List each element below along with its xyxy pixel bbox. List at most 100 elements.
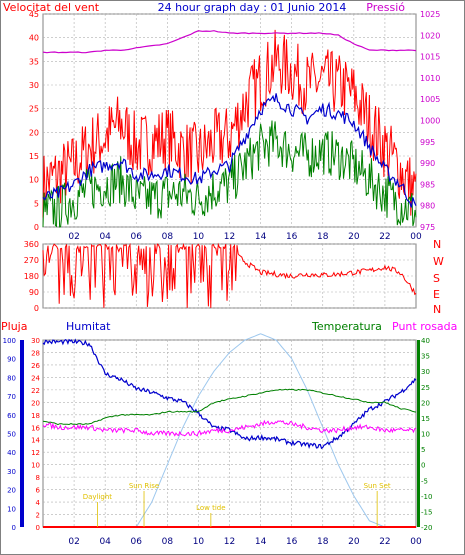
temperature-tick-label: -15 (421, 508, 432, 516)
hour-tick-label: 14 (255, 232, 267, 242)
temperature-tick-label: 5 (421, 446, 425, 454)
humidity-tick-label: 20 (7, 487, 16, 495)
hour-tick-label: 20 (348, 537, 360, 547)
hour-tick-label: 18 (317, 232, 329, 242)
hour-tick-label: 08 (162, 537, 174, 547)
wind-gust-line (42, 29, 417, 218)
humidity-tick-label: 70 (7, 393, 16, 401)
direction-tick-label: 360 (24, 240, 39, 249)
pressure-tick-label: 1025 (420, 10, 440, 19)
hour-tick-label: 04 (99, 537, 111, 547)
wind-tick-label: 40 (29, 34, 39, 43)
hour-tick-label: 18 (317, 537, 329, 547)
rain-tick-label: 24 (31, 374, 40, 382)
humidity-tick-label: 40 (7, 449, 16, 457)
rain-tick-label: 4 (36, 499, 41, 507)
pressure-tick-label: 995 (420, 138, 435, 147)
hour-tick-label: 16 (286, 537, 298, 547)
temperature-tick-label: 30 (421, 368, 430, 376)
pressure-tick-label: 1015 (420, 53, 440, 62)
hour-tick-label: 00 (410, 537, 422, 547)
direction-tick-label: 180 (24, 272, 39, 281)
wind-tick-label: 20 (29, 128, 39, 137)
humidity-tick-label: 0 (12, 524, 16, 532)
compass-label: N (433, 238, 441, 251)
hour-tick-label: 12 (224, 537, 235, 547)
rain-tick-label: 8 (36, 474, 40, 482)
rain-label: Pluja (1, 320, 27, 333)
temperature-axis-bar (417, 340, 420, 527)
humidity-tick-label: 10 (7, 505, 16, 513)
temperature-tick-label: 20 (421, 399, 430, 407)
dewpoint-line (42, 419, 417, 437)
wind-speed-line (42, 93, 417, 208)
rain-tick-label: 28 (31, 349, 40, 357)
wind-tick-label: 5 (34, 199, 39, 208)
pressure-axis-label: Pressió (366, 1, 405, 14)
hour-tick-label: 04 (99, 232, 111, 242)
hour-tick-label: 06 (131, 537, 143, 547)
hour-tick-label: 12 (224, 232, 235, 242)
temperature-tick-label: 10 (421, 431, 430, 439)
hour-tick-label: 10 (193, 537, 205, 547)
pressure-tick-label: 1010 (420, 74, 440, 83)
humidity-tick-label: 80 (7, 374, 16, 382)
hour-tick-label: 22 (379, 232, 390, 242)
hour-tick-label: 20 (348, 232, 360, 242)
rain-tick-label: 14 (31, 437, 40, 445)
compass-label: N (433, 303, 441, 316)
pressure-line (42, 30, 417, 54)
wind-tick-label: 45 (29, 10, 39, 19)
pressure-tick-label: 1005 (420, 95, 440, 104)
pressure-tick-label: 975 (420, 223, 435, 232)
humidity-tick-label: 100 (3, 337, 16, 345)
compass-label: S (433, 272, 440, 285)
wind-tick-label: 25 (29, 105, 39, 114)
rain-tick-label: 22 (31, 387, 40, 395)
wind-axis-label: Velocitat del vent (3, 1, 100, 14)
direction-tick-label: 0 (34, 304, 39, 313)
sun-event-label: Daylight (83, 493, 113, 501)
pressure-tick-label: 990 (420, 159, 435, 168)
temperature-tick-label: 25 (421, 384, 430, 392)
humidity-label: Humitat (66, 320, 111, 333)
rain-tick-label: 18 (31, 412, 40, 420)
temperature-tick-label: 40 (421, 337, 430, 345)
humidity-tick-label: 90 (7, 356, 16, 364)
pressure-tick-label: 1020 (420, 31, 440, 40)
wind-tick-label: 30 (29, 81, 39, 90)
temperature-tick-label: -20 (421, 524, 432, 532)
hour-tick-label: 22 (379, 537, 390, 547)
rain-tick-label: 26 (31, 362, 40, 370)
hour-tick-label: 00 (410, 232, 422, 242)
temperature-tick-label: 0 (421, 462, 425, 470)
pressure-tick-label: 985 (420, 180, 435, 189)
sun-events: Daylight Sun Rise Low tide Sun Set (83, 482, 391, 527)
series-layer (42, 29, 417, 528)
temperature-tick-label: 35 (421, 353, 430, 361)
hour-tick-label: 14 (255, 537, 267, 547)
sun-event-label: Low tide (196, 504, 225, 512)
direction-tick-label: 270 (24, 256, 39, 265)
sun-event-label: Sun Rise (129, 482, 159, 490)
rain-tick-label: 20 (31, 399, 40, 407)
rain-tick-label: 10 (31, 462, 40, 470)
rain-tick-label: 30 (31, 337, 40, 345)
graph-title: 24 hour graph day : 01 Junio 2014 (158, 1, 347, 14)
rain-tick-label: 16 (31, 424, 40, 432)
wind-low-line (42, 120, 417, 228)
rain-tick-label: 0 (36, 524, 40, 532)
humidity-axis-bar (20, 340, 24, 527)
compass-label: E (433, 288, 440, 301)
pressure-tick-label: 1000 (420, 117, 440, 126)
sun-event-label: Sun Set (364, 482, 391, 490)
pressure-tick-label: 980 (420, 202, 435, 211)
hour-tick-label: 02 (68, 537, 79, 547)
hour-tick-label: 08 (162, 232, 174, 242)
wind-tick-label: 0 (34, 223, 39, 232)
temperature-label: Temperatura (311, 320, 382, 333)
humidity-tick-label: 50 (7, 431, 16, 439)
